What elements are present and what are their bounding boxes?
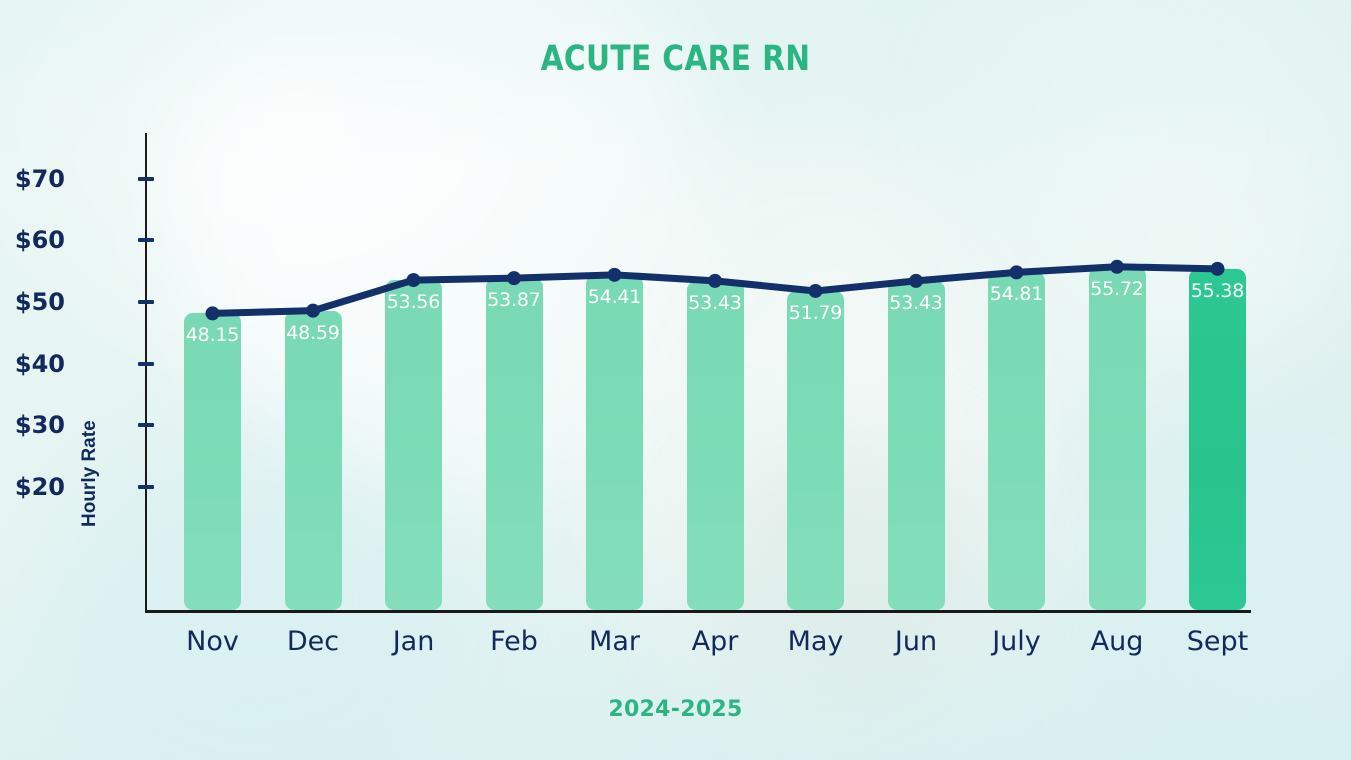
y-axis-tick-mark: [138, 300, 154, 304]
bar: [485, 278, 543, 610]
y-axis-tick-mark: [138, 176, 154, 181]
y-axis-tick-label: $20: [14, 472, 65, 501]
chart-title: ACUTE CARE RN: [540, 39, 811, 79]
y-axis-tick-label: $50: [14, 288, 65, 316]
x-axis-tick-label: Mar: [589, 626, 640, 657]
x-axis-tick-label: Nov: [186, 626, 239, 657]
x-axis-tick-label: July: [992, 626, 1041, 657]
x-axis-tick-label: May: [787, 626, 844, 657]
bar: [1088, 266, 1146, 610]
bar: [284, 310, 342, 610]
x-axis-tick-label: Dec: [286, 626, 340, 657]
bar: [787, 290, 844, 610]
bar-value-label: 54.81: [989, 283, 1044, 306]
x-axis-tick-label: Jan: [392, 626, 435, 657]
bar: [988, 272, 1045, 610]
x-axis-line: [145, 610, 1251, 613]
y-axis-tick-label: $40: [14, 349, 65, 378]
y-axis-tick-mark: [138, 238, 154, 243]
bar-value-label: 54.41: [587, 285, 642, 308]
y-axis-tick-label: $70: [14, 164, 65, 193]
bar: [887, 280, 945, 610]
bar-value-label: 48.15: [185, 324, 240, 347]
bar-value-label: 51.79: [788, 301, 843, 324]
bar: [686, 280, 744, 610]
bar-value-label: 48.59: [286, 321, 340, 344]
y-axis-line: [145, 133, 147, 611]
y-axis-title: Hourly Rate: [79, 420, 100, 527]
bar-value-label: 53.87: [487, 289, 541, 312]
bar: [1189, 268, 1246, 610]
y-axis-tick-mark: [138, 484, 154, 489]
x-axis-tick-label: Apr: [691, 626, 739, 657]
y-axis-tick-label: $60: [14, 226, 65, 255]
bar-value-label: 55.38: [1190, 279, 1245, 302]
x-axis-tick-label: Jun: [894, 626, 938, 657]
y-axis-tick-mark: [138, 361, 154, 366]
x-axis-tick-label: Feb: [490, 626, 538, 657]
y-axis-tick-mark: [138, 423, 154, 428]
x-axis-title: 2024-2025: [608, 697, 743, 722]
bar-value-label: 53.56: [386, 291, 441, 314]
x-axis-tick-label: Aug: [1090, 626, 1144, 657]
bar-value-label: 53.43: [688, 291, 742, 314]
bar-value-label: 55.72: [1090, 277, 1144, 300]
bar: [586, 274, 643, 610]
bar: [184, 313, 241, 610]
x-axis-tick-label: Sept: [1186, 626, 1249, 657]
bar-value-label: 53.43: [889, 291, 943, 314]
y-axis-tick-label: $30: [14, 411, 65, 440]
bar: [385, 280, 442, 610]
